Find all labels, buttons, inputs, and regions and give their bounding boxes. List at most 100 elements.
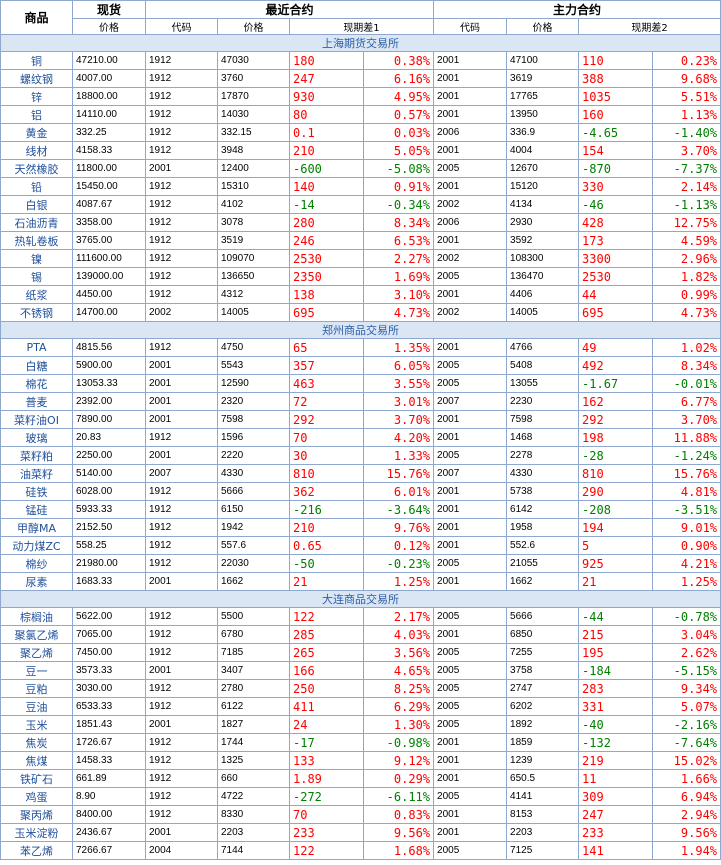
recent-code: 1912 bbox=[145, 213, 218, 232]
main-price: 6202 bbox=[506, 697, 580, 716]
main-code: 2005 bbox=[433, 679, 508, 698]
recent-basis: 0.65 bbox=[289, 536, 364, 555]
main-price: 3619 bbox=[506, 69, 580, 88]
main-price: 108300 bbox=[506, 249, 580, 268]
main-basis-pct: 15.76% bbox=[652, 464, 721, 483]
main-basis-pct: 4.73% bbox=[652, 303, 721, 322]
main-price: 17765 bbox=[506, 87, 580, 106]
main-basis: 49 bbox=[578, 338, 654, 357]
main-price: 1239 bbox=[506, 751, 580, 770]
main-price: 13055 bbox=[506, 374, 580, 393]
table-row: 焦煤 1458.33 1912 1325 133 9.12% 2001 1239 219 15.0… bbox=[0, 751, 721, 770]
main-basis-pct: -1.13% bbox=[652, 195, 721, 214]
recent-code: 1912 bbox=[145, 51, 218, 70]
recent-price: 3760 bbox=[217, 69, 290, 88]
recent-basis-pct: 2.17% bbox=[362, 607, 435, 626]
recent-basis: 138 bbox=[289, 285, 364, 304]
main-basis: 388 bbox=[578, 69, 654, 88]
main-price: 1958 bbox=[506, 518, 580, 537]
recent-price: 332.15 bbox=[217, 123, 290, 142]
spot-price: 1726.67 bbox=[72, 733, 146, 752]
recent-basis: 21 bbox=[289, 572, 364, 591]
commodity-name: 玉米淀粉 bbox=[0, 823, 73, 842]
spot-price: 111600.00 bbox=[72, 249, 146, 268]
recent-price: 4102 bbox=[217, 195, 290, 214]
main-code: 2001 bbox=[433, 141, 508, 160]
recent-basis-pct: 5.05% bbox=[362, 141, 435, 160]
main-price: 5666 bbox=[506, 607, 580, 626]
main-basis-pct: -1.24% bbox=[652, 446, 721, 465]
commodity-name: 玉米 bbox=[0, 715, 73, 734]
section-title: 大连商品交易所 bbox=[0, 590, 721, 608]
recent-price: 14030 bbox=[217, 105, 290, 124]
commodity-name: 铜 bbox=[0, 51, 73, 70]
commodity-name: 聚氯乙烯 bbox=[0, 625, 73, 644]
recent-price: 2203 bbox=[217, 823, 290, 842]
main-code: 2001 bbox=[433, 338, 508, 357]
main-code: 2005 bbox=[433, 643, 508, 662]
spot-price: 47210.00 bbox=[72, 51, 146, 70]
commodity-name: 白银 bbox=[0, 195, 73, 214]
recent-price: 1744 bbox=[217, 733, 290, 752]
commodity-name: 菜籽粕 bbox=[0, 446, 73, 465]
recent-code: 1912 bbox=[145, 428, 218, 447]
spot-price: 6533.33 bbox=[72, 697, 146, 716]
table-row: 聚氯乙烯 7065.00 1912 6780 285 4.03% 2001 6850 215 3.… bbox=[0, 625, 721, 644]
main-basis-pct: 3.04% bbox=[652, 625, 721, 644]
recent-basis-pct: 0.57% bbox=[362, 105, 435, 124]
main-basis: 194 bbox=[578, 518, 654, 537]
main-basis-pct: 1.25% bbox=[652, 572, 721, 591]
table-row: 聚乙烯 7450.00 1912 7185 265 3.56% 2005 7255 195 2.6… bbox=[0, 643, 721, 662]
main-basis-pct: 4.21% bbox=[652, 554, 721, 573]
commodity-name: 铅 bbox=[0, 177, 73, 196]
recent-basis-pct: 8.34% bbox=[362, 213, 435, 232]
spot-price: 3765.00 bbox=[72, 231, 146, 250]
main-code: 2001 bbox=[433, 500, 508, 519]
commodity-name: 棉纱 bbox=[0, 554, 73, 573]
main-code: 2005 bbox=[433, 607, 508, 626]
commodity-name: 棕榈油 bbox=[0, 607, 73, 626]
recent-basis-pct: 6.05% bbox=[362, 356, 435, 375]
recent-basis-pct: 2.27% bbox=[362, 249, 435, 268]
recent-basis: 695 bbox=[289, 303, 364, 322]
main-code: 2001 bbox=[433, 177, 508, 196]
main-basis-pct: -1.40% bbox=[652, 123, 721, 142]
recent-code: 1912 bbox=[145, 751, 218, 770]
main-price: 12670 bbox=[506, 159, 580, 178]
table-row: 棉花 13053.33 2001 12590 463 3.55% 2005 13055 -1.6… bbox=[0, 374, 721, 393]
main-basis-pct: 1.94% bbox=[652, 841, 721, 860]
main-price: 2230 bbox=[506, 392, 580, 411]
main-basis: 141 bbox=[578, 841, 654, 860]
section-header: 郑州商品交易所 bbox=[0, 321, 721, 339]
main-basis: 110 bbox=[578, 51, 654, 70]
main-basis: 2530 bbox=[578, 267, 654, 286]
recent-basis-pct: 6.29% bbox=[362, 697, 435, 716]
commodity-name: 石油沥青 bbox=[0, 213, 73, 232]
commodity-name: PTA bbox=[0, 338, 73, 357]
commodity-name: 热轧卷板 bbox=[0, 231, 73, 250]
recent-price: 3948 bbox=[217, 141, 290, 160]
recent-price: 4312 bbox=[217, 285, 290, 304]
recent-code: 2001 bbox=[145, 392, 218, 411]
main-code: 2005 bbox=[433, 374, 508, 393]
main-price: 1859 bbox=[506, 733, 580, 752]
main-basis-pct: 2.94% bbox=[652, 805, 721, 824]
main-code: 2001 bbox=[433, 51, 508, 70]
main-price: 1892 bbox=[506, 715, 580, 734]
main-price: 5408 bbox=[506, 356, 580, 375]
table-row: 甲醇MA 2152.50 1912 1942 210 9.76% 2001 1958 194 9.… bbox=[0, 518, 721, 537]
recent-price: 660 bbox=[217, 769, 290, 788]
recent-price: 6780 bbox=[217, 625, 290, 644]
recent-code: 1912 bbox=[145, 177, 218, 196]
recent-basis-pct: 15.76% bbox=[362, 464, 435, 483]
main-basis: 309 bbox=[578, 787, 654, 806]
main-basis-pct: -0.78% bbox=[652, 607, 721, 626]
commodity-name: 甲醇MA bbox=[0, 518, 73, 537]
recent-code: 1912 bbox=[145, 69, 218, 88]
recent-price: 12400 bbox=[217, 159, 290, 178]
main-price: 4406 bbox=[506, 285, 580, 304]
recent-price: 5543 bbox=[217, 356, 290, 375]
recent-price: 5666 bbox=[217, 482, 290, 501]
commodity-name: 黄金 bbox=[0, 123, 73, 142]
